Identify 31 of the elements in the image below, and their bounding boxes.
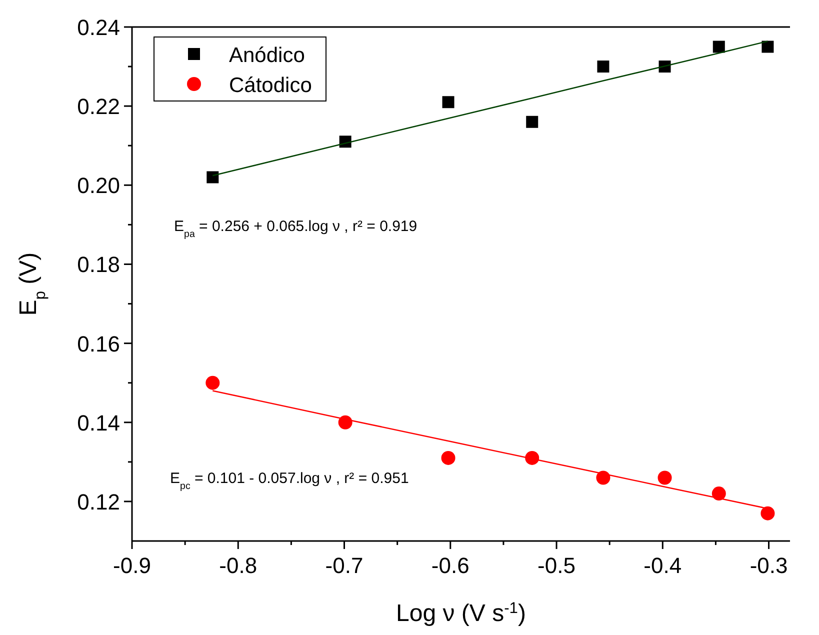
legend-label: Anódico [229,44,305,67]
point [441,450,456,465]
point [526,116,538,128]
point [597,60,610,73]
point [206,171,219,184]
x-tick-label: -0.6 [431,553,470,578]
x-tick-label: -0.4 [644,553,682,578]
y-tick-label: 0.14 [77,410,120,436]
legend-label: Cátodico [229,74,312,97]
point [762,40,774,53]
x-axis-title: Log ν (V s$^{-1}$) [396,600,526,627]
x-tick-label: -0.3 [750,553,788,578]
point [442,96,454,108]
point [760,506,775,520]
y-tick-label: 0.12 [77,489,120,514]
x-tick-label: -0.7 [325,553,364,578]
point [596,470,610,485]
annotation: E$_{pc}$ = 0.101 - 0.057.log ν , r² = 0.951 [170,470,409,492]
x-tick-label: -0.5 [538,553,576,578]
y-tick-label: 0.16 [77,331,120,356]
y-tick-label: 0.20 [77,173,120,198]
y-tick-label: 0.18 [77,252,120,278]
y-tick-label: 0.22 [77,94,120,120]
x-tick-label: -0.9 [113,553,151,578]
point [658,470,672,485]
y-tick-label: 0.24 [77,15,120,40]
point [712,40,725,53]
x-tick-label: -0.8 [219,553,258,578]
annotation: E$_{pa}$ = 0.256 + 0.065.log ν , r² = 0.919 [174,218,418,240]
point [712,486,726,501]
point [206,376,220,390]
